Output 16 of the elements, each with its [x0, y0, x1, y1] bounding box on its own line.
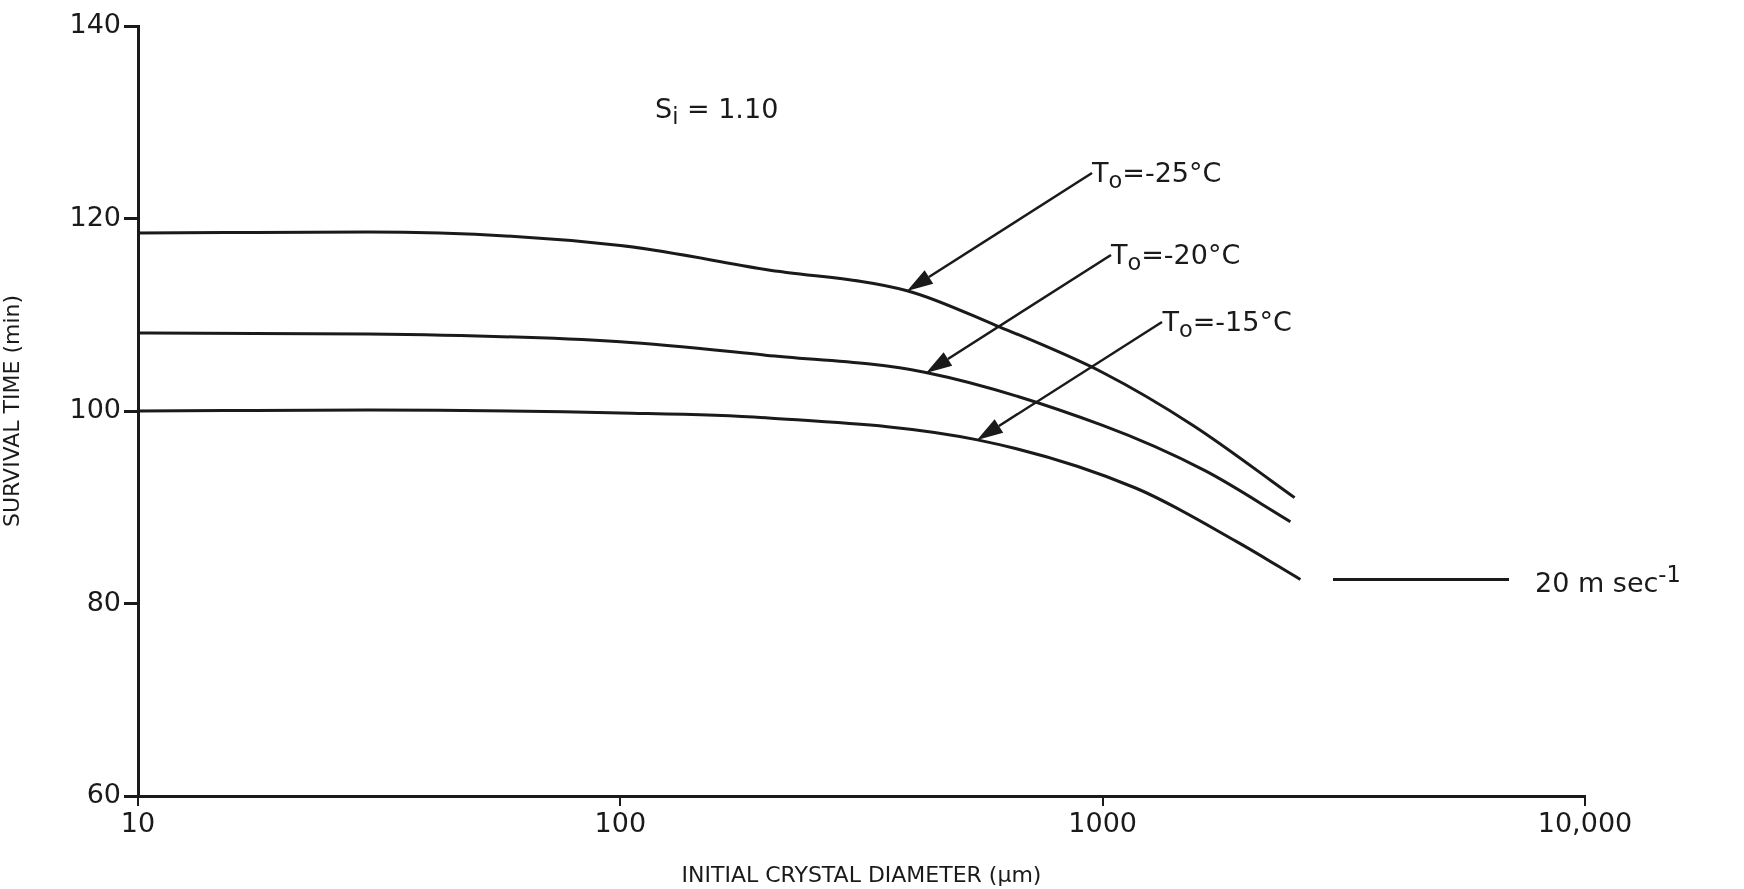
text: T$_{o}$=-15°C: [1162, 305, 1292, 343]
x-axis-title: INITIAL CRYSTAL DIAMETER (μm): [681, 861, 1042, 887]
y-tick-label: 60: [86, 778, 121, 810]
y-tick-label: 140: [69, 8, 121, 40]
x-tick-label: 1000: [1068, 807, 1138, 839]
y-tick-label: 120: [69, 200, 121, 232]
y-axis-title: SURVIVAL TIME (min): [0, 294, 24, 528]
y-tick-label: 100: [69, 393, 121, 425]
y-tick-label: 80: [86, 585, 121, 617]
text: T$_{o}$=-20°C: [1110, 238, 1241, 275]
x-tick-label: 10,000: [1537, 807, 1633, 839]
x-tick-label: 100: [594, 807, 647, 839]
text: T$_{o}$=-25°C: [1092, 156, 1222, 194]
annotation: S$_{i}$ = 1.10: [655, 93, 779, 130]
x-tick-label: 10: [120, 807, 156, 839]
annotation: 20 m sec$^{-1}$: [1535, 561, 1681, 598]
